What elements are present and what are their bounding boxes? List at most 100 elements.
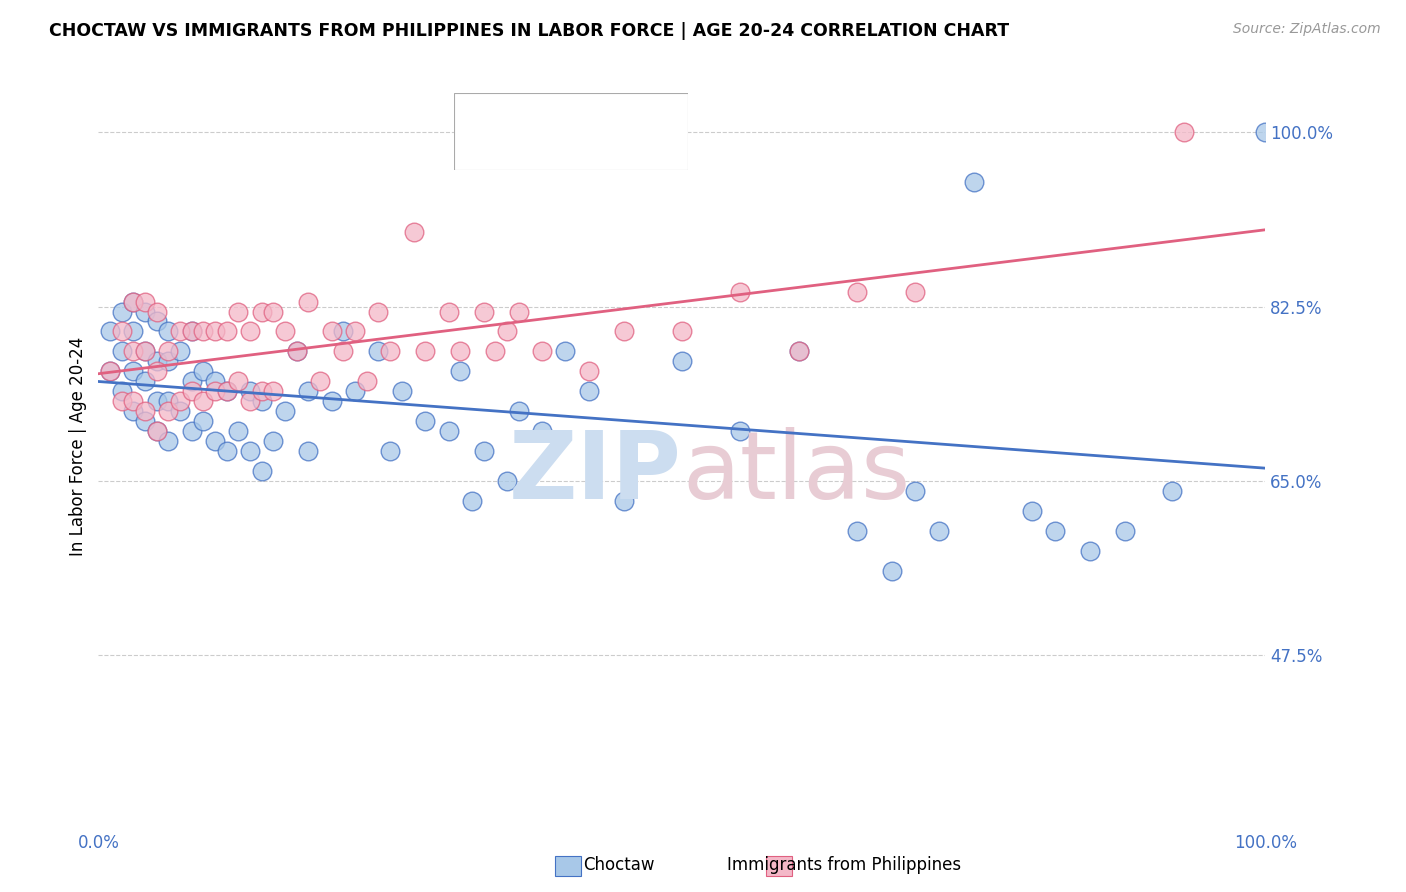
Point [146, 364, 169, 378]
Text: CHOCTAW VS IMMIGRANTS FROM PHILIPPINES IN LABOR FORCE | AGE 20-24 CORRELATION CH: CHOCTAW VS IMMIGRANTS FROM PHILIPPINES I… [49, 22, 1010, 40]
Point [134, 414, 156, 428]
Point [169, 404, 191, 418]
Point [367, 304, 389, 318]
Point [169, 344, 191, 359]
Point [508, 304, 530, 318]
Point [134, 304, 156, 318]
Point [239, 384, 262, 399]
Point [250, 304, 273, 318]
Point [449, 364, 471, 378]
Point [472, 444, 495, 458]
Point [530, 424, 553, 438]
Point [274, 325, 297, 339]
Point [111, 325, 134, 339]
Point [215, 384, 238, 399]
Point [204, 374, 226, 388]
Point [239, 444, 262, 458]
Point [1254, 125, 1277, 139]
Point [193, 325, 215, 339]
Point [321, 325, 343, 339]
Point [157, 394, 180, 409]
Point [880, 564, 903, 578]
Point [344, 384, 367, 399]
Point [437, 424, 460, 438]
Point [122, 294, 145, 309]
Y-axis label: In Labor Force | Age 20-24: In Labor Force | Age 20-24 [69, 336, 87, 556]
Point [146, 424, 169, 438]
Point [239, 394, 262, 409]
Point [111, 344, 134, 359]
Point [730, 424, 752, 438]
Point [554, 344, 576, 359]
Point [262, 384, 284, 399]
Point [122, 294, 145, 309]
Point [134, 344, 156, 359]
Point [449, 344, 471, 359]
Point [157, 434, 180, 448]
Point [285, 344, 308, 359]
Point [1161, 483, 1184, 498]
Point [98, 325, 121, 339]
Point [904, 285, 927, 299]
Point [344, 325, 367, 339]
Point [787, 344, 810, 359]
Point [250, 394, 273, 409]
Point [613, 325, 636, 339]
Point [472, 304, 495, 318]
Point [262, 304, 284, 318]
Point [134, 374, 156, 388]
Point [1045, 524, 1067, 538]
Point [484, 344, 506, 359]
Point [146, 304, 169, 318]
Point [413, 414, 436, 428]
Point [146, 424, 169, 438]
Point [180, 325, 202, 339]
Point [122, 344, 145, 359]
Point [250, 384, 273, 399]
Point [1021, 504, 1043, 518]
Point [134, 344, 156, 359]
Point [204, 434, 226, 448]
Point [228, 424, 250, 438]
Point [146, 314, 169, 328]
Point [730, 285, 752, 299]
Point [496, 474, 519, 488]
Point [98, 364, 121, 378]
Point [134, 404, 156, 418]
Point [1080, 543, 1102, 558]
Text: Source: ZipAtlas.com: Source: ZipAtlas.com [1233, 22, 1381, 37]
Point [215, 325, 238, 339]
Point [262, 434, 284, 448]
Point [122, 404, 145, 418]
Point [1114, 524, 1136, 538]
Point [204, 325, 226, 339]
Point [309, 374, 332, 388]
Point [111, 304, 134, 318]
Point [157, 325, 180, 339]
Point [356, 374, 378, 388]
Point [530, 344, 553, 359]
Point [380, 444, 402, 458]
Point [215, 444, 238, 458]
Point [1173, 125, 1195, 139]
Point [111, 384, 134, 399]
Point [239, 325, 262, 339]
Point [321, 394, 343, 409]
Point [215, 384, 238, 399]
Text: Immigrants from Philippines: Immigrants from Philippines [727, 855, 960, 873]
Point [402, 225, 425, 239]
Point [904, 483, 927, 498]
Point [193, 364, 215, 378]
Point [228, 304, 250, 318]
Point [193, 394, 215, 409]
Point [204, 384, 226, 399]
Point [671, 325, 693, 339]
Point [157, 404, 180, 418]
Point [578, 384, 600, 399]
Text: Choctaw: Choctaw [583, 855, 654, 873]
Point [157, 354, 180, 368]
Point [122, 325, 145, 339]
Point [180, 325, 202, 339]
Point [169, 325, 191, 339]
Point [122, 394, 145, 409]
